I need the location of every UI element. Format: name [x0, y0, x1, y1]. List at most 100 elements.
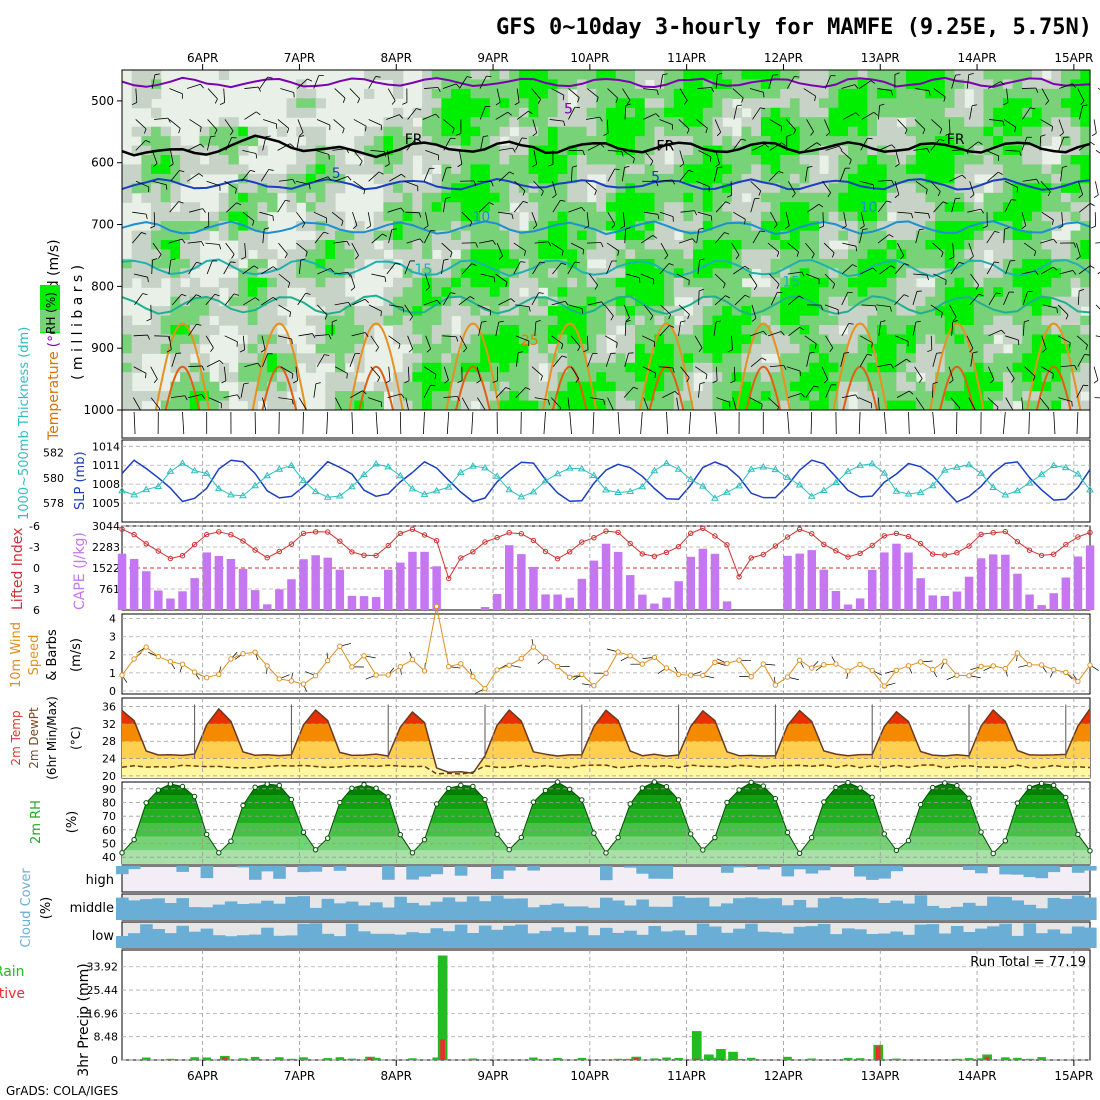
wind-barb — [207, 88, 218, 100]
rh-cell — [335, 183, 346, 194]
rh-cell — [209, 287, 220, 298]
rh-cell — [606, 164, 617, 175]
rh-cell — [780, 164, 791, 175]
thickness-marker — [1001, 491, 1010, 498]
rh-cell — [528, 173, 539, 184]
rh-cell — [828, 334, 839, 345]
rh-cell — [693, 221, 704, 232]
rh-cell — [499, 79, 510, 90]
wind-barb-flag — [872, 267, 877, 272]
lifted-index-marker — [1038, 552, 1045, 559]
wind-barb — [841, 292, 849, 306]
wind-barb — [1024, 242, 1036, 252]
wind-barb — [458, 296, 471, 306]
rh-cell — [586, 221, 597, 232]
rh-cell — [209, 306, 220, 317]
rh-cell — [441, 258, 452, 269]
rh-cell — [760, 372, 772, 383]
rh-cell — [944, 145, 956, 156]
wind-barb — [404, 304, 413, 317]
rh-cell — [528, 372, 539, 383]
rh-cell — [741, 183, 752, 194]
wind-barb — [659, 325, 670, 337]
rh-cell — [364, 249, 375, 260]
wind-barb — [694, 335, 703, 349]
wind-barb — [878, 144, 892, 151]
rh-cell — [315, 145, 326, 156]
wind-barb-flag — [147, 277, 149, 283]
rh-cell — [538, 79, 549, 90]
rh-cell — [528, 155, 539, 165]
rh-cell — [373, 249, 384, 260]
rh-cell — [673, 258, 685, 269]
rh-cell — [373, 221, 384, 232]
rh-cell — [683, 145, 694, 156]
rh-cell — [935, 145, 946, 156]
wind-barb-flag — [291, 373, 294, 379]
wind-barb — [1041, 335, 1047, 350]
wind-barb-flag — [780, 126, 783, 132]
rh-cell — [499, 240, 510, 250]
date-label-bottom: 13APR — [861, 1069, 900, 1083]
surface-wind-barb — [617, 411, 620, 435]
rh-cell — [189, 296, 201, 307]
surface-wind-barb — [423, 411, 425, 435]
rh-cell — [460, 306, 472, 317]
rh-cell — [635, 70, 646, 80]
rh-cell — [983, 240, 994, 250]
rh-cell — [586, 70, 597, 80]
rh-cell — [915, 315, 927, 326]
wind-barb — [930, 180, 941, 192]
wind-barb — [370, 366, 381, 378]
thickness-marker — [420, 490, 429, 497]
rh-cell — [1051, 400, 1062, 411]
rh-cell — [1022, 230, 1033, 241]
wind-barb — [516, 88, 520, 103]
rh-cell — [925, 155, 936, 165]
wind-barb-flag — [890, 363, 894, 369]
rh-cell — [819, 372, 830, 383]
rh-cell — [286, 98, 297, 109]
rh-cell — [925, 249, 936, 260]
wind-barb — [495, 322, 500, 336]
thickness-marker — [190, 466, 199, 474]
wind-speed-marker — [760, 661, 766, 667]
rh-cell — [170, 362, 181, 373]
wind-barb — [750, 180, 762, 192]
rh-cell — [654, 107, 665, 118]
rh-cell — [1022, 79, 1033, 90]
wind-barb — [769, 364, 784, 368]
wind-barb — [534, 321, 537, 336]
rh-cell — [412, 391, 423, 402]
rh-cell — [722, 98, 733, 109]
rh-cell — [838, 98, 849, 109]
wind-speed-marker — [1038, 662, 1045, 668]
rh-cell — [247, 240, 259, 250]
wind-barb-flag — [236, 202, 242, 206]
rh-cell — [751, 296, 762, 307]
rh-cell — [615, 88, 626, 99]
rh-cell — [393, 88, 404, 99]
rh-cell — [1012, 362, 1023, 373]
wind-barb — [442, 83, 457, 89]
rh-cell — [141, 343, 152, 354]
rh-cell — [693, 98, 704, 109]
rh-cell — [431, 381, 443, 392]
rh-cell — [606, 107, 617, 118]
rh-cell — [1080, 117, 1091, 128]
lifted-index-marker — [869, 542, 875, 549]
rh-cell — [325, 287, 336, 298]
rh-cell — [460, 155, 472, 165]
rh-cell — [673, 173, 685, 184]
wind-barb — [368, 171, 380, 182]
rh-cell — [731, 211, 743, 222]
rh-cell — [635, 343, 646, 354]
rh-cell — [1041, 202, 1052, 213]
wind-barb-flag — [679, 163, 685, 168]
rh-cell — [625, 117, 636, 128]
rh-cell — [1061, 258, 1072, 269]
rh-cell — [906, 249, 917, 260]
wind-barb — [1003, 229, 1005, 244]
surface-wind-barb — [883, 411, 887, 435]
rh-marker — [748, 779, 754, 785]
